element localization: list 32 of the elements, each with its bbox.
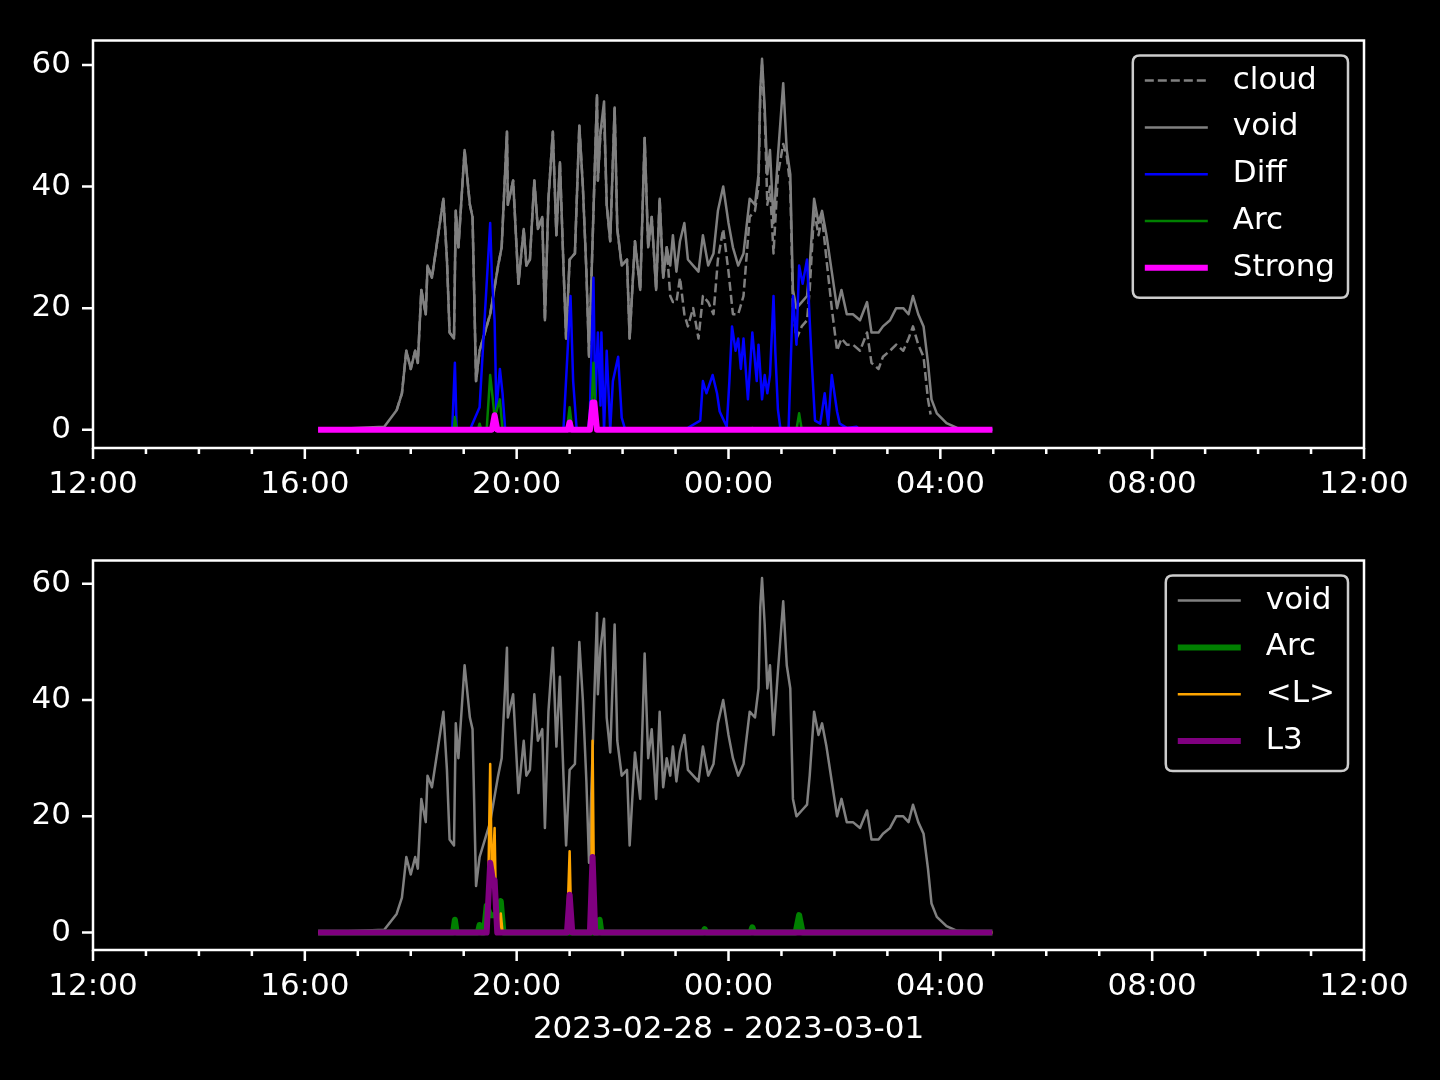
legend-label: Strong xyxy=(1232,246,1336,283)
y-tick-label: 40 xyxy=(31,165,71,202)
legend-label: Diff xyxy=(1232,153,1288,190)
y-tick-label: 20 xyxy=(31,795,71,832)
y-tick-label: 0 xyxy=(51,911,71,948)
legend-label: void xyxy=(1232,106,1299,143)
x-tick-label: 20:00 xyxy=(471,463,562,500)
x-tick-label: 12:00 xyxy=(1319,463,1409,500)
x-tick-label: 04:00 xyxy=(895,965,986,1002)
legend-label: Arc xyxy=(1232,200,1284,237)
x-axis-title: 2023-02-28 - 2023-03-01 xyxy=(532,1009,925,1046)
x-tick-label: 00:00 xyxy=(683,463,774,500)
legend-label: Arc xyxy=(1265,626,1317,663)
legend-label: <L> xyxy=(1265,673,1336,710)
y-tick-label: 40 xyxy=(31,679,71,716)
y-tick-label: 0 xyxy=(51,408,71,445)
x-tick-label: 12:00 xyxy=(1319,965,1409,1002)
x-tick-label: 00:00 xyxy=(683,965,774,1002)
legend-label: cloud xyxy=(1232,59,1317,96)
y-tick-label: 60 xyxy=(31,43,71,80)
x-tick-label: 12:00 xyxy=(48,965,138,1002)
x-tick-label: 08:00 xyxy=(1107,463,1197,500)
x-tick-label: 20:00 xyxy=(471,965,562,1002)
legend-label: void xyxy=(1265,579,1332,616)
legend-label: L3 xyxy=(1265,720,1303,757)
x-tick-label: 08:00 xyxy=(1107,965,1197,1002)
y-tick-label: 20 xyxy=(31,287,71,324)
x-tick-label: 16:00 xyxy=(260,965,350,1002)
x-tick-label: 12:00 xyxy=(48,463,138,500)
x-tick-label: 04:00 xyxy=(895,463,986,500)
x-tick-label: 16:00 xyxy=(260,463,350,500)
y-tick-label: 60 xyxy=(31,562,71,599)
